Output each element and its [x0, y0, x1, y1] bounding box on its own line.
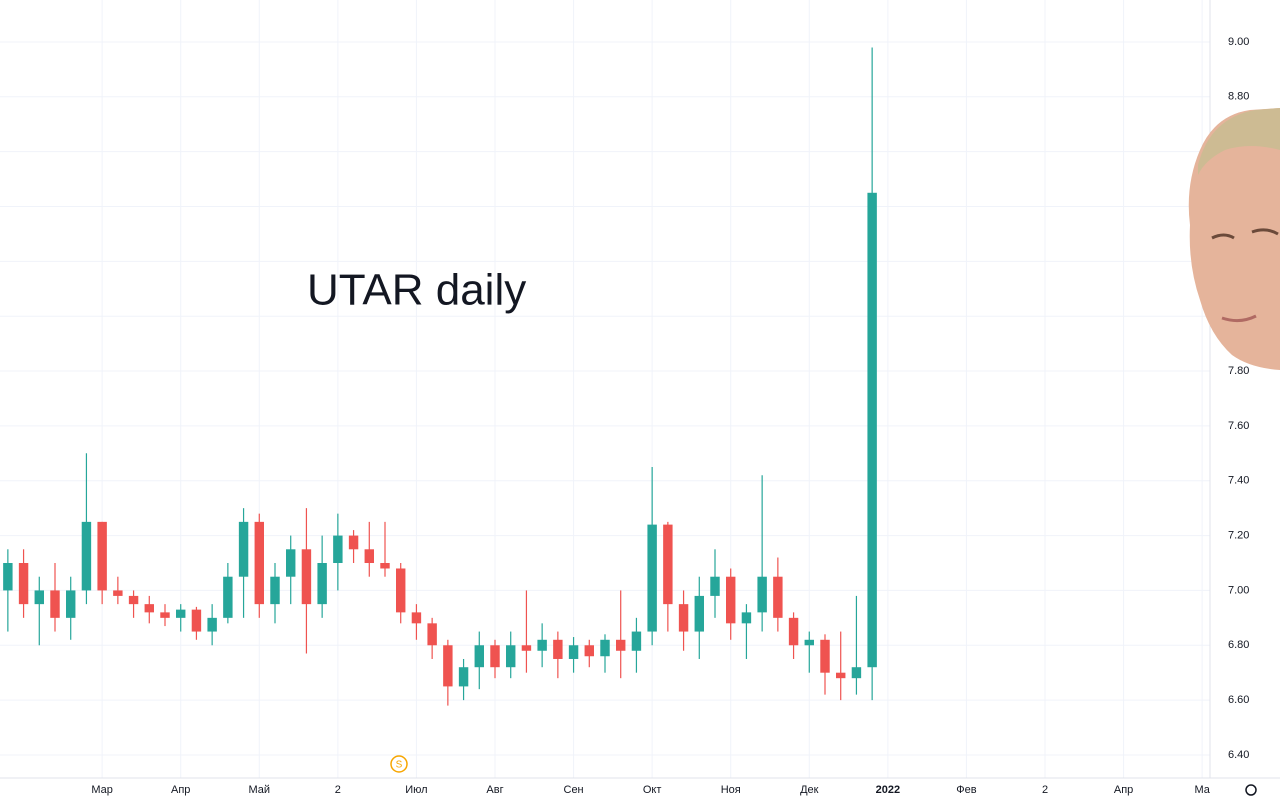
candle-body [836, 672, 846, 679]
hair [1198, 108, 1280, 175]
candle-body [600, 639, 610, 657]
candle-body [113, 590, 123, 596]
x-tick-label: Фев [956, 784, 976, 796]
candle-body [663, 524, 673, 605]
annotation: UTAR daily [307, 266, 526, 315]
candle-body [128, 595, 139, 605]
candle-body [773, 576, 783, 618]
y-tick-label: 7.00 [1228, 584, 1249, 596]
y-tick-label: 9.00 [1228, 36, 1249, 48]
gear[interactable] [1245, 784, 1257, 796]
candle-body [804, 639, 814, 646]
candle-body [50, 590, 60, 618]
candle-body [553, 639, 563, 659]
candle-body [851, 667, 862, 679]
x-tick-label: Апр [171, 784, 190, 796]
y-tick-label: 6.40 [1228, 749, 1249, 761]
x-tick-label: Мар [91, 784, 113, 796]
candle-body [18, 563, 29, 605]
candle-body [506, 645, 516, 668]
y-tick-label: 7.60 [1228, 420, 1249, 432]
x-tick-label: Дек [800, 784, 819, 796]
y-tick-label: 7.20 [1228, 529, 1249, 541]
candle-body [537, 639, 547, 651]
candle-body [568, 645, 579, 659]
candle-body [867, 192, 877, 668]
dividend-marker[interactable] [390, 755, 408, 773]
settings-icon[interactable] [1245, 784, 1257, 796]
candle-body [333, 535, 343, 564]
candle-body [458, 667, 469, 687]
candle-body [584, 645, 594, 657]
candle-body [348, 535, 359, 550]
candle-body [286, 549, 296, 577]
candle-body [238, 521, 249, 577]
candle-body [66, 590, 76, 618]
candle-body [176, 609, 186, 618]
candles [3, 47, 877, 706]
candle-body [710, 576, 720, 596]
y-tick-label: 6.60 [1228, 694, 1249, 706]
grid [0, 0, 1210, 778]
candle-body [270, 576, 280, 605]
x-tick-label: Апр [1114, 784, 1133, 796]
y-tick-label: 7.80 [1228, 365, 1249, 377]
candle-body [616, 639, 626, 651]
x-tick-label: Окт [643, 784, 662, 796]
face-sticker [1188, 108, 1280, 370]
x-tick-label: Май [249, 784, 271, 796]
candle-body [820, 639, 830, 673]
candle-body [396, 568, 406, 613]
candle-body [364, 549, 374, 564]
x-tick-label: 2022 [876, 784, 900, 796]
candle-body [788, 617, 799, 646]
candle-body [757, 576, 767, 613]
candle-body [443, 645, 453, 687]
candle-body [223, 576, 233, 618]
x-tick-label: Ма [1194, 784, 1210, 796]
candle-body [521, 645, 532, 651]
x-tick-label: Авг [486, 784, 503, 796]
candle-body [631, 631, 642, 651]
x-tick-label: Июл [405, 784, 427, 796]
candle-body [207, 617, 217, 632]
y-tick-label: 7.40 [1228, 475, 1249, 487]
candle-body [160, 612, 170, 618]
y-tick-label: 6.80 [1228, 639, 1249, 651]
candle-body [678, 604, 689, 632]
candle-body [3, 563, 13, 591]
candle-body [694, 595, 704, 632]
x-tick-label: 2 [1042, 784, 1048, 796]
dividend-marker-label[interactable]: S [396, 760, 403, 771]
candle-body [144, 604, 154, 613]
candle-body [254, 521, 264, 605]
candle-body [411, 612, 422, 624]
candle-body [97, 521, 107, 591]
eyes [1211, 228, 1279, 240]
candle-body [490, 645, 500, 668]
candle-body [317, 563, 327, 605]
candle-body [380, 563, 390, 569]
candle-body [647, 524, 657, 632]
x-tick-label: Сен [564, 784, 584, 796]
candle-body [301, 549, 312, 605]
candle-body [191, 609, 202, 632]
mouth [1221, 314, 1257, 323]
candle-body [427, 623, 437, 646]
candle-body [726, 576, 736, 624]
candle-body [474, 645, 484, 668]
candle-body [741, 612, 752, 624]
x-tick-label: Ноя [721, 784, 741, 796]
x-tick-label: 2 [335, 784, 341, 796]
y-tick-label: 8.80 [1228, 91, 1249, 103]
candle-body [81, 521, 92, 591]
candle-body [34, 590, 44, 605]
face [1188, 108, 1280, 370]
